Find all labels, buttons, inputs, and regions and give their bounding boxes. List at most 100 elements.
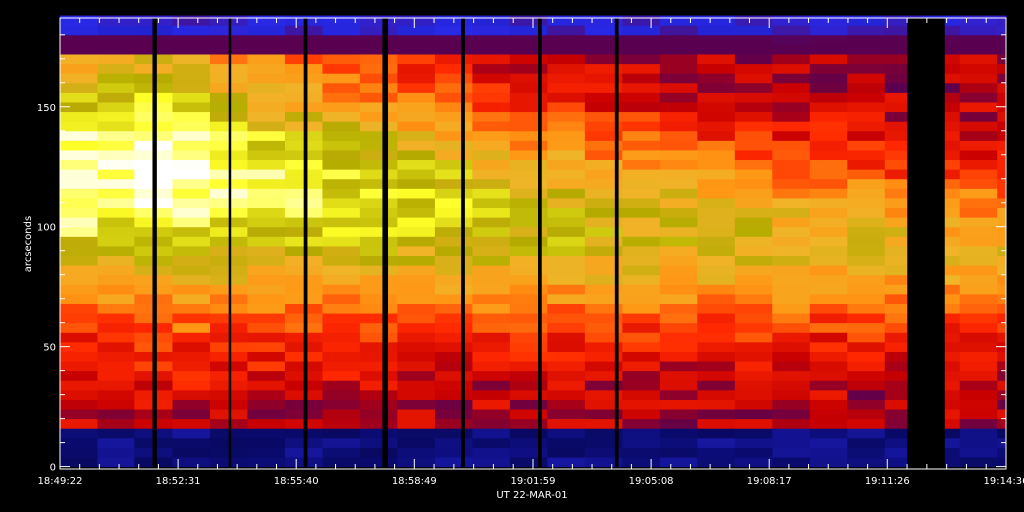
- heatmap-cell: [60, 121, 98, 132]
- heatmap-cell: [547, 188, 586, 199]
- heatmap-cell: [734, 149, 773, 161]
- heatmap-cell: [247, 73, 286, 84]
- heatmap-cell: [622, 53, 661, 65]
- heatmap-cell: [959, 255, 998, 266]
- heatmap-cell: [884, 140, 923, 151]
- heatmap-cell: [397, 322, 436, 333]
- heatmap-cell: [884, 255, 923, 266]
- heatmap-cell: [584, 389, 623, 400]
- heatmap-cell: [172, 159, 211, 170]
- heatmap-cell: [509, 284, 548, 295]
- heatmap-cell: [97, 82, 135, 93]
- heatmap-cell: [997, 188, 1007, 199]
- heatmap-cell: [322, 293, 361, 304]
- heatmap-cell: [247, 15, 286, 26]
- heatmap-cell: [959, 130, 998, 141]
- heatmap-cell: [884, 101, 923, 113]
- heatmap-cell: [509, 73, 548, 84]
- heatmap-cell: [247, 293, 286, 304]
- x-tick-label: 18:49:22: [38, 476, 83, 487]
- heatmap-cell: [697, 265, 736, 276]
- heatmap-cell: [172, 437, 211, 448]
- heatmap-cell: [884, 380, 923, 391]
- heatmap-cell: [697, 361, 736, 372]
- heatmap-cell: [172, 44, 211, 55]
- heatmap-cell: [322, 169, 361, 180]
- heatmap-cell: [884, 73, 923, 84]
- heatmap-cell: [959, 169, 998, 180]
- heatmap-cell: [472, 361, 511, 372]
- heatmap-cell: [734, 255, 773, 266]
- heatmap-cell: [772, 437, 811, 448]
- heatmap-cell: [397, 351, 436, 362]
- heatmap-cell: [359, 34, 398, 45]
- heatmap-cell: [659, 178, 698, 189]
- heatmap-cell: [472, 418, 511, 429]
- heatmap-cell: [322, 389, 361, 400]
- heatmap-cell: [60, 130, 98, 141]
- heatmap-cell: [397, 418, 436, 429]
- heatmap-cell: [547, 447, 586, 458]
- heatmap-cell: [322, 322, 361, 333]
- heatmap-cell: [397, 130, 436, 141]
- heatmap-cell: [847, 303, 886, 314]
- heatmap-cell: [697, 73, 736, 84]
- heatmap-cell: [397, 207, 436, 218]
- heatmap-cell: [434, 428, 473, 439]
- heatmap-cell: [547, 418, 586, 429]
- heatmap-cell: [809, 284, 848, 295]
- heatmap-cell: [547, 245, 586, 256]
- heatmap-cell: [472, 341, 511, 352]
- heatmap-cell: [884, 121, 923, 132]
- heatmap-cell: [60, 188, 98, 199]
- heatmap-cell: [60, 380, 98, 391]
- heatmap-cell: [247, 236, 286, 247]
- heatmap-cell: [172, 274, 211, 285]
- heatmap-cell: [809, 34, 848, 45]
- heatmap-cell: [472, 428, 511, 439]
- heatmap-cell: [60, 418, 98, 429]
- heatmap-cell: [772, 178, 811, 189]
- heatmap-cell: [959, 236, 998, 247]
- heatmap-cell: [509, 322, 548, 333]
- heatmap-cell: [172, 236, 211, 247]
- heatmap-cell: [397, 92, 436, 103]
- heatmap-cell: [60, 332, 98, 343]
- heatmap-cell: [959, 207, 998, 218]
- heatmap-cell: [847, 370, 886, 381]
- heatmap-cell: [584, 188, 623, 199]
- heatmap-cell: [847, 284, 886, 295]
- heatmap-cell: [397, 217, 436, 228]
- heatmap-cell: [772, 322, 811, 333]
- heatmap-cell: [772, 82, 811, 93]
- heatmap-cell: [397, 255, 436, 266]
- heatmap-cell: [622, 341, 661, 352]
- heatmap-cell: [434, 293, 473, 304]
- heatmap-cell: [547, 265, 586, 276]
- heatmap-cell: [809, 82, 848, 93]
- heatmap-cell: [97, 44, 135, 55]
- heatmap-cell: [734, 409, 773, 420]
- heatmap-cell: [772, 313, 811, 324]
- heatmap-cell: [622, 169, 661, 180]
- heatmap-cell: [659, 274, 698, 285]
- heatmap-cell: [997, 217, 1007, 228]
- heatmap-cell: [809, 457, 848, 468]
- heatmap-cell: [772, 92, 811, 103]
- heatmap-cell: [884, 293, 923, 304]
- heatmap-cell: [247, 457, 286, 468]
- heatmap-cell: [884, 15, 923, 26]
- heatmap-cell: [247, 159, 286, 170]
- heatmap-cell: [734, 457, 773, 468]
- heatmap-cell: [172, 351, 211, 362]
- heatmap-cell: [622, 217, 661, 228]
- heatmap-cell: [434, 380, 473, 391]
- heatmap-cell: [359, 341, 398, 352]
- heatmap-cell: [734, 428, 773, 439]
- heatmap-cell: [509, 447, 548, 458]
- heatmap-cell: [359, 236, 398, 247]
- heatmap-cell: [172, 255, 211, 266]
- heatmap-cell: [659, 437, 698, 448]
- heatmap-cell: [472, 274, 511, 285]
- heatmap-cell: [397, 293, 436, 304]
